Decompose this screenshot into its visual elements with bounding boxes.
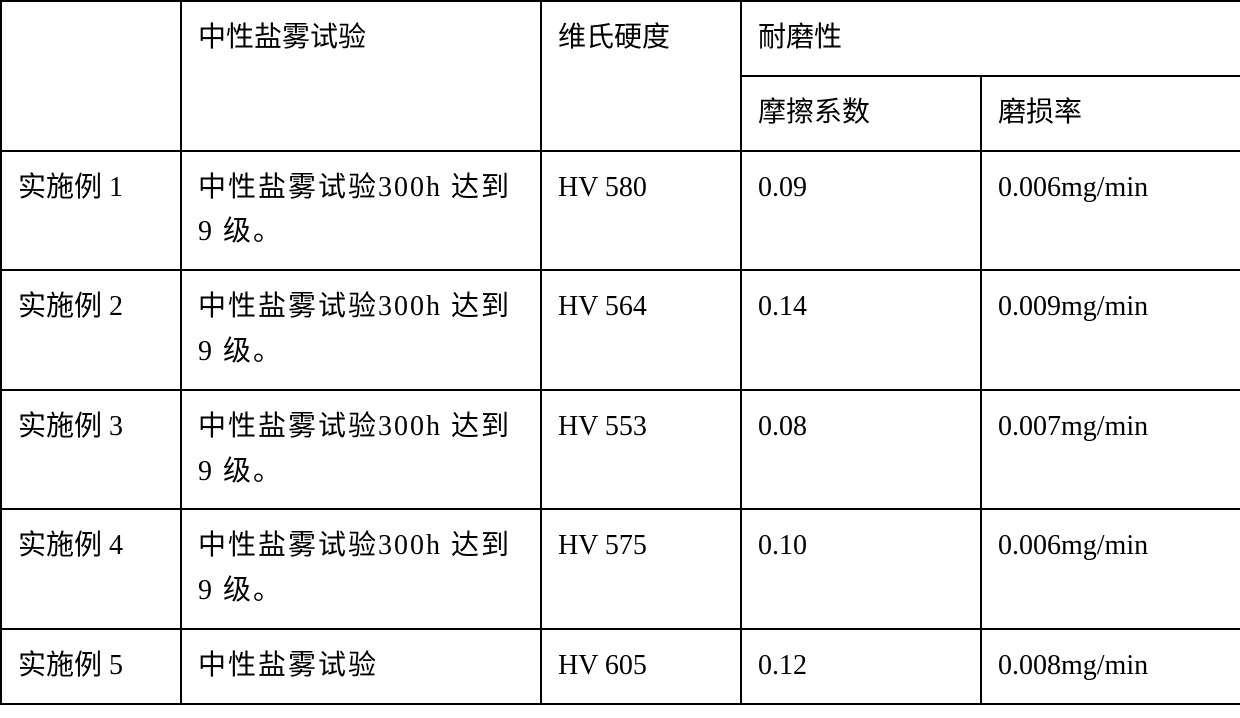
cell-friction: 0.10 [741,509,981,629]
cell-wear-rate: 0.006mg/min [981,509,1240,629]
cell-hardness: HV 580 [541,151,741,271]
cell-wear-rate: 0.006mg/min [981,151,1240,271]
cell-hardness: HV 553 [541,390,741,510]
cell-wear-rate: 0.009mg/min [981,270,1240,390]
header-salt-spray: 中性盐雾试验 [181,1,541,151]
cell-hardness: HV 564 [541,270,741,390]
row-label: 实施例 3 [1,390,181,510]
row-label: 实施例 4 [1,509,181,629]
cell-salt-spray: 中性盐雾试验300h 达到 9 级。 [181,270,541,390]
cell-wear-rate: 0.007mg/min [981,390,1240,510]
cell-salt-spray: 中性盐雾试验300h 达到 9 级。 [181,390,541,510]
header-row-1: 中性盐雾试验 维氏硬度 耐磨性 [1,1,1240,76]
table-row: 实施例 4 中性盐雾试验300h 达到 9 级。 HV 575 0.10 0.0… [1,509,1240,629]
header-hardness: 维氏硬度 [541,1,741,151]
row-label: 实施例 5 [1,629,181,704]
data-table: 中性盐雾试验 维氏硬度 耐磨性 摩擦系数 磨损率 实施例 1 中性盐雾试验300… [0,0,1240,705]
cell-friction: 0.08 [741,390,981,510]
cell-salt-spray: 中性盐雾试验 [181,629,541,704]
table-row: 实施例 5 中性盐雾试验 HV 605 0.12 0.008mg/min [1,629,1240,704]
cell-salt-spray: 中性盐雾试验300h 达到 9 级。 [181,151,541,271]
table-row: 实施例 1 中性盐雾试验300h 达到 9 级。 HV 580 0.09 0.0… [1,151,1240,271]
row-label: 实施例 1 [1,151,181,271]
subheader-wear-rate: 磨损率 [981,76,1240,151]
cell-friction: 0.12 [741,629,981,704]
cell-friction: 0.14 [741,270,981,390]
cell-wear-rate: 0.008mg/min [981,629,1240,704]
subheader-friction: 摩擦系数 [741,76,981,151]
cell-hardness: HV 575 [541,509,741,629]
header-wear-resistance: 耐磨性 [741,1,1240,76]
header-empty [1,1,181,151]
table-row: 实施例 3 中性盐雾试验300h 达到 9 级。 HV 553 0.08 0.0… [1,390,1240,510]
cell-salt-spray: 中性盐雾试验300h 达到 9 级。 [181,509,541,629]
row-label: 实施例 2 [1,270,181,390]
cell-friction: 0.09 [741,151,981,271]
table-row: 实施例 2 中性盐雾试验300h 达到 9 级。 HV 564 0.14 0.0… [1,270,1240,390]
cell-hardness: HV 605 [541,629,741,704]
